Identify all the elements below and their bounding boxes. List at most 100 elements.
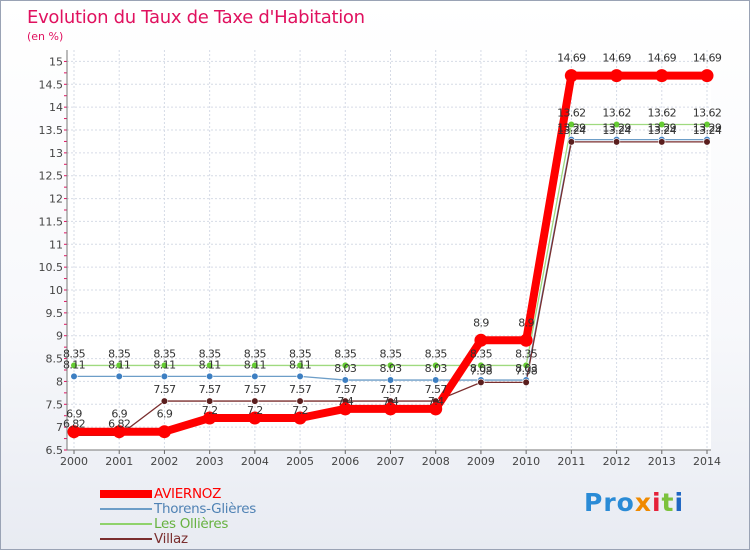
x-tick-label: 2006 [331,455,359,468]
data-point-aviernoz [519,333,533,347]
data-point-les-ollieres [160,361,169,370]
x-tick-label: 2007 [377,455,405,468]
x-tick-label: 2010 [512,455,540,468]
data-label-aviernoz: 8.9 [518,316,534,329]
y-tick-label: 7.5 [46,398,64,411]
data-label-villaz: 13.24 [602,124,631,137]
logo-part-pro: Pro [584,488,635,517]
legend-label-les-ollieres: Les Ollières [154,516,229,532]
data-label-aviernoz-extra: 7.2 [247,404,263,417]
data-label-thorens-glieres: 8.03 [379,362,402,375]
x-tick-label: 2012 [603,455,631,468]
data-label-les-ollieres: 8.35 [334,347,357,360]
proxiti-logo: Proxiti [584,488,684,517]
data-label-thorens-glieres: 13.29 [557,122,586,135]
data-label-les-ollieres: 8.35 [425,347,448,360]
data-label-les-ollieres: 8.35 [153,347,176,360]
y-tick-label: 13.5 [39,124,64,137]
data-point-villaz [658,138,666,146]
data-label-thorens-glieres: 8.03 [425,362,448,375]
legend-item-villaz: Villaz [100,531,188,547]
data-label-aviernoz: 6.9 [157,408,173,421]
legend-item-thorens-glieres: Thorens-Glières [100,501,256,517]
data-point-aviernoz [203,411,217,425]
legend-label-aviernoz: AVIERNOZ [154,486,222,502]
data-label-aviernoz: 14.69 [557,52,586,65]
legend-swatch-thorens-glieres [100,508,152,510]
y-tick-label: 13 [49,147,63,160]
data-label-aviernoz-extra: 7.4 [428,395,444,408]
data-point-aviernoz [564,69,578,83]
data-point-aviernoz [655,69,669,83]
y-tick-label: 10 [49,284,63,297]
data-label-les-ollieres: 8.35 [244,347,267,360]
data-label-thorens-glieres: 8.11 [153,358,175,371]
data-point-aviernoz [700,69,714,83]
data-label-aviernoz-extra: 7.4 [383,395,399,408]
data-label-villaz: 7.98 [515,364,538,377]
data-point-aviernoz [610,69,624,83]
data-point-les-ollieres [296,361,304,370]
legend-label-villaz: Villaz [154,531,188,547]
y-tick-label: 11 [49,238,63,251]
x-tick-label: 2014 [693,455,721,468]
data-point-les-ollieres [612,120,621,129]
data-label-aviernoz: 6.9 [66,408,82,421]
data-label-aviernoz: 14.69 [602,52,631,65]
data-label-villaz: 13.24 [557,124,586,137]
data-point-thorens-glieres [296,372,304,381]
data-label-les-ollieres: 8.35 [199,347,222,360]
data-label-les-ollieres: 13.62 [602,107,631,120]
data-point-les-ollieres [567,120,575,129]
data-label-thorens-glieres: 8.03 [470,362,493,375]
data-point-villaz [206,397,214,405]
data-label-villaz: 7.57 [425,383,448,396]
y-tick-label: 11.5 [39,215,64,228]
data-point-thorens-glieres [70,372,78,381]
data-label-thorens-glieres: 13.29 [602,122,631,135]
legend-swatch-aviernoz [100,490,152,498]
data-point-villaz [477,378,485,386]
y-tick-label: 8.5 [46,353,64,366]
logo-part-x: x [634,488,652,517]
data-point-les-ollieres [703,120,711,129]
data-point-les-ollieres [115,361,123,370]
data-label-les-ollieres: 13.62 [693,107,722,120]
data-point-villaz [567,138,575,146]
data-point-thorens-glieres [115,372,123,381]
x-tick-label: 2009 [467,455,495,468]
logo-part-i2: i [674,488,685,517]
y-tick-label: 14 [49,101,63,114]
data-label-villaz: 7.57 [244,383,267,396]
data-point-thorens-glieres [386,376,395,384]
data-label-les-ollieres: 8.35 [515,347,538,360]
data-label-villaz: 13.24 [648,124,677,137]
data-point-les-ollieres [341,361,349,370]
x-tick-label: 2003 [196,455,224,468]
data-label-villaz: 7.57 [289,383,312,396]
logo-part-i: i [651,488,662,517]
data-point-aviernoz [293,411,307,425]
data-label-les-ollieres: 8.35 [289,347,312,360]
legend-swatch-les-ollieres [100,523,152,525]
data-label-thorens-glieres: 13.29 [648,122,677,135]
x-tick-label: 2004 [241,455,269,468]
data-label-thorens-glieres: 8.03 [334,362,357,375]
x-tick-label: 2000 [60,455,88,468]
y-tick-label: 8 [56,375,63,388]
y-tick-label: 12 [49,193,63,206]
data-point-les-ollieres [522,361,530,370]
y-tick-label: 10.5 [39,261,64,274]
chart-unit-label: (en %) [27,30,64,43]
data-point-villaz [160,397,169,405]
data-label-thorens-glieres: 8.11 [63,358,85,371]
data-label-les-ollieres: 8.35 [108,347,131,360]
legend-item-les-ollieres: Les Ollières [100,516,228,532]
data-point-les-ollieres [386,361,395,370]
data-label-les-ollieres: 8.35 [470,347,493,360]
data-label-aviernoz-extra: 7.2 [292,404,308,417]
legend-swatch-villaz [100,538,152,540]
data-label-villaz: 7.57 [153,383,176,396]
data-point-villaz [612,138,621,146]
